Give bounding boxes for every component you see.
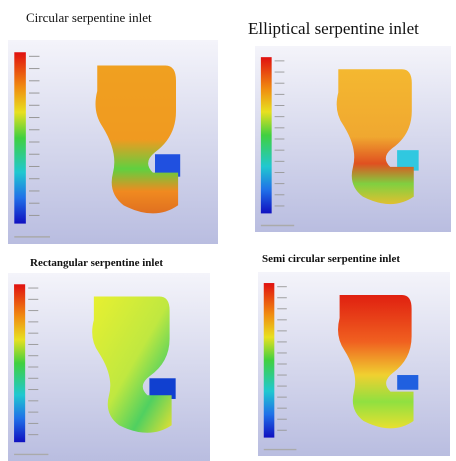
panel-title: Semi circular serpentine inlet: [262, 253, 400, 265]
panel-title: Rectangular serpentine inlet: [30, 257, 163, 269]
panel-title: Elliptical serpentine inlet: [248, 19, 419, 38]
contour-panel: [8, 40, 218, 244]
contour-panel: [8, 273, 210, 461]
figure: Circular serpentine inlet Elliptical ser…: [0, 0, 456, 461]
contour-panel: [258, 272, 450, 456]
panel-title: Circular serpentine inlet: [26, 10, 152, 25]
contour-panel: [255, 46, 451, 232]
